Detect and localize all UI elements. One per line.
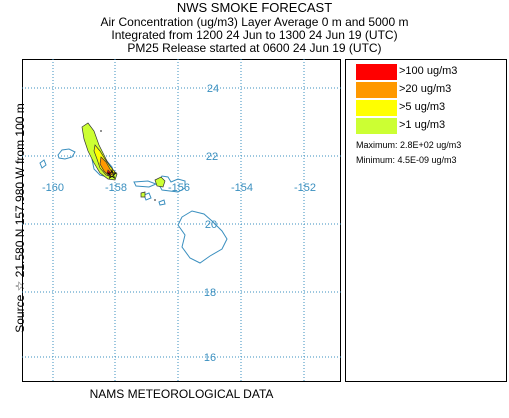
- kahoolawe-coast: [158, 199, 166, 206]
- legend-label-over-20: >20 ug/m3: [399, 83, 452, 95]
- subtitle-integration-period: Integrated from 1200 24 Jun to 1300 24 J…: [111, 28, 398, 42]
- smoke-plume: [81, 122, 166, 201]
- subtitle-concentration: Air Concentration (ug/m3) Layer Average …: [100, 15, 409, 29]
- molokai-coast: [133, 180, 158, 188]
- legend-minimum: Minimum: 4.5E-09 ug/m3: [356, 155, 457, 165]
- legend-label-over-1: >1 ug/m3: [399, 119, 446, 131]
- lat-label-18: 18: [204, 287, 216, 299]
- legend-swatch-orange: [356, 82, 397, 98]
- legend-panel: >100 ug/m3 >20 ug/m3 >5 ug/m3 >1 ug/m3 M…: [345, 59, 507, 382]
- legend-swatch-yellow: [356, 100, 397, 116]
- meteorological-data-label: NAMS METEOROLOGICAL DATA: [89, 387, 274, 401]
- plume-contour-molokai: [154, 176, 166, 188]
- map-panel: [22, 59, 341, 382]
- lat-label-16: 16: [204, 352, 216, 364]
- niihau-coast: [39, 159, 47, 169]
- source-star-icon: [106, 168, 118, 180]
- longitude-grid: [52, 59, 305, 382]
- plume-contour-100ug: [106, 169, 112, 176]
- legend-swatch-green: [356, 118, 397, 134]
- plume-contour-lanai: [140, 191, 146, 198]
- forecast-map: 24 22 20 18 16 -160 -158 -156 -154 -152: [22, 59, 341, 382]
- hawaii-island-coast: [177, 210, 228, 264]
- lon-label-minus-158: -158: [105, 182, 127, 194]
- latitude-grid: [22, 87, 341, 358]
- subtitle-release-start: PM25 Release started at 0600 24 Jun 19 (…: [127, 41, 382, 55]
- map-title: NWS SMOKE FORECAST: [176, 0, 333, 15]
- lon-label-minus-160: -160: [42, 182, 64, 194]
- plume-contour-20ug: [99, 156, 114, 177]
- lon-label-minus-154: -154: [231, 182, 253, 194]
- plume-speck-north: [100, 130, 102, 132]
- kauai-coast: [57, 148, 76, 160]
- lanai-coast: [143, 192, 152, 201]
- lon-label-minus-152: -152: [294, 182, 316, 194]
- legend-maximum: Maximum: 2.8E+02 ug/m3: [356, 140, 462, 150]
- lat-label-22: 22: [206, 151, 218, 163]
- legend-swatch-red: [356, 64, 397, 80]
- maui-coast: [157, 175, 186, 193]
- lat-label-20: 20: [205, 219, 217, 231]
- lon-label-minus-156: -156: [168, 182, 190, 194]
- lat-label-24: 24: [207, 83, 219, 95]
- plume-speck-maui: [154, 199, 156, 201]
- legend-label-over-5: >5 ug/m3: [399, 101, 446, 113]
- coastlines: [39, 148, 228, 264]
- legend-label-over-100: >100 ug/m3: [399, 65, 458, 77]
